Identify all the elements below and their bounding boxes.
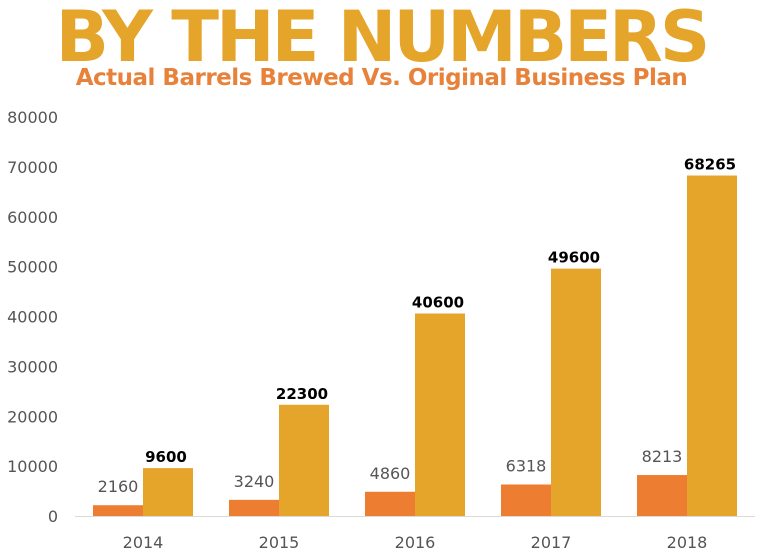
y-tick-label: 10000 [7,457,58,476]
bars [93,175,737,516]
data-label-actual: 6318 [506,456,547,475]
bar-actual [229,499,279,516]
x-tick-label: 2015 [259,533,300,552]
y-tick-label: 80000 [7,108,58,127]
subheadline: Actual Barrels Brewed Vs. Original Busin… [75,65,688,91]
data-label-plan: 40600 [412,294,464,312]
data-label-plan: 22300 [276,385,328,403]
bar-plan [551,268,601,516]
bar-actual [93,505,143,516]
data-label-actual: 4860 [370,464,411,483]
bar-plan [143,468,193,516]
y-tick-label: 60000 [7,208,58,227]
data-label-plan: 49600 [548,249,600,267]
y-tick-label: 20000 [7,407,58,426]
bar-actual [501,484,551,516]
data-label-plan: 68265 [684,156,736,174]
headline: BY THE NUMBERS [55,0,711,78]
data-labels: 2160 9600 3240 22300 4860 40600 6318 49600 8213 6… [98,156,736,497]
data-label-actual: 8213 [642,447,683,466]
bar-plan [687,175,737,516]
data-label-plan: 9600 [145,448,187,466]
bar-plan [415,313,465,516]
y-tick-label: 40000 [7,308,58,327]
bar-actual [637,475,687,516]
x-tick-label: 2014 [123,533,164,552]
y-tick-label: 50000 [7,258,58,277]
bar-actual [365,491,415,516]
y-tick-label: 70000 [7,158,58,177]
y-tick-label: 0 [48,507,58,526]
bar-plan [279,404,329,516]
data-label-actual: 3240 [234,472,275,491]
x-axis: 2014 2015 2016 2017 2018 [75,516,755,552]
x-tick-label: 2018 [667,533,708,552]
y-tick-label: 30000 [7,357,58,376]
x-tick-label: 2017 [531,533,572,552]
data-label-actual: 2160 [98,477,139,496]
y-axis: 0 10000 20000 30000 40000 50000 60000 70000 8000… [7,108,58,526]
x-tick-label: 2016 [395,533,436,552]
